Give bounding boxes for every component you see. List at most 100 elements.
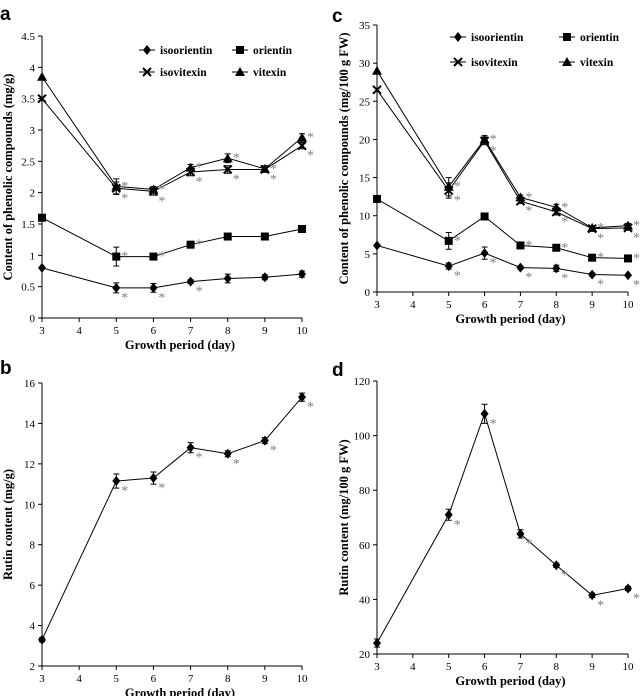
- legend-item-isovitexin: isovitexin: [450, 57, 518, 69]
- y-tick-label: 1.5: [21, 219, 35, 231]
- data-point-x: [37, 93, 47, 104]
- significance-star: *: [525, 271, 532, 286]
- data-point-diamond: [112, 282, 121, 293]
- significance-star: *: [597, 251, 604, 266]
- y-tick-label: 80: [359, 485, 371, 497]
- y-tick-label: 16: [24, 378, 36, 390]
- y-tick-label: 100: [354, 431, 371, 443]
- legend: isoorientin orientin isovitexin vitexin: [139, 45, 293, 79]
- series-line-rutin: [41, 396, 303, 640]
- y-axis-title: Content of phenolic compounds (mg/g): [1, 74, 15, 281]
- y-tick-label: 20: [359, 134, 371, 146]
- legend-item-orientin: orientin: [559, 32, 620, 44]
- significance-star: *: [454, 234, 461, 249]
- series-rutin: * * * * * *: [373, 403, 640, 649]
- y-tick-label: 35: [359, 20, 371, 32]
- x-tick-label: 10: [623, 299, 635, 311]
- data-point-diamond: [624, 270, 632, 281]
- x-tick-label: 4: [76, 325, 82, 337]
- x-tick-label: 6: [151, 673, 157, 685]
- series-isoorientin: * * * * * *: [373, 240, 640, 293]
- significance-star: *: [633, 219, 640, 234]
- x-tick-label: 9: [589, 299, 595, 311]
- series-line-rutin: [376, 412, 629, 644]
- significance-star: *: [561, 241, 568, 256]
- legend-item-isoorientin: isoorientin: [139, 45, 213, 57]
- data-point-diamond: [223, 273, 232, 284]
- data-point-diamond: [444, 509, 453, 520]
- data-point-diamond: [373, 240, 381, 251]
- data-point-diamond: [552, 560, 561, 571]
- legend-label: orientin: [253, 45, 293, 57]
- y-tick-label: 0: [365, 287, 371, 299]
- significance-star: *: [196, 161, 203, 176]
- data-point-diamond: [298, 269, 306, 280]
- significance-star: *: [158, 194, 165, 209]
- data-point-x: [223, 164, 233, 175]
- y-tick-label: 15: [359, 173, 371, 185]
- x-tick-label: 8: [225, 325, 231, 337]
- panel-letter: c: [332, 6, 343, 27]
- data-point-square: [223, 232, 232, 241]
- legend-label: isoorientin: [160, 45, 213, 57]
- data-point-square: [588, 253, 597, 262]
- x-tick-label: 8: [554, 661, 560, 673]
- panel-letter: d: [332, 360, 344, 381]
- significance-star: *: [196, 285, 203, 300]
- significance-star: *: [597, 277, 604, 292]
- data-point-square: [516, 241, 525, 250]
- data-point-diamond: [552, 263, 561, 274]
- legend-label: isovitexin: [160, 67, 207, 79]
- legend-marker-square: [236, 46, 244, 54]
- y-tick-label: 0: [30, 313, 36, 325]
- x-tick-label: 6: [482, 661, 488, 673]
- series-orientin: * * *: [38, 213, 306, 267]
- data-point-diamond: [186, 442, 195, 453]
- data-point-diamond: [38, 262, 46, 273]
- data-point-triangle: [515, 192, 526, 202]
- x-axis-title: Growth period (day): [125, 338, 235, 352]
- significance-star: *: [158, 291, 165, 306]
- significance-star: *: [633, 278, 640, 293]
- significance-star: *: [525, 537, 532, 552]
- y-tick-label: 20: [359, 649, 371, 661]
- series-isoorientin: * * *: [38, 262, 306, 306]
- data-point-square: [186, 240, 195, 249]
- series-line-vitexin: [376, 70, 629, 229]
- y-tick-label: 4: [30, 62, 36, 74]
- significance-star: *: [490, 417, 497, 432]
- significance-star: *: [270, 162, 277, 177]
- legend-marker-square: [563, 33, 571, 41]
- data-point-diamond: [260, 435, 269, 446]
- significance-star: *: [233, 172, 240, 187]
- x-tick-label: 5: [114, 325, 120, 337]
- x-tick-label: 4: [410, 299, 416, 311]
- significance-star: *: [307, 131, 314, 146]
- significance-star: *: [121, 484, 128, 499]
- x-tick-label: 7: [518, 661, 524, 673]
- data-point-square: [373, 194, 381, 203]
- chart-panel-c: c 0 5 10 15 20 25 30 35 3 4 5 6 7 8 9 10 Growth period (d…: [332, 6, 640, 326]
- significance-star: *: [525, 238, 532, 253]
- x-tick-label: 4: [410, 661, 416, 673]
- significance-star: *: [597, 221, 604, 236]
- data-point-square: [38, 213, 46, 222]
- series-orientin: * * * * *: [373, 194, 640, 266]
- legend-marker-diamond: [143, 45, 151, 55]
- legend-item-isovitexin: isovitexin: [139, 67, 207, 79]
- x-tick-label: 4: [76, 673, 82, 685]
- significance-star: *: [633, 591, 640, 606]
- data-point-diamond: [373, 638, 381, 649]
- y-axis-title: Rutin content (mg/g): [1, 469, 15, 580]
- significance-star: *: [454, 269, 461, 284]
- significance-star: *: [270, 172, 277, 187]
- y-tick-label: 12: [24, 459, 35, 471]
- x-tick-label: 5: [446, 661, 452, 673]
- significance-star: *: [561, 271, 568, 286]
- significance-star: *: [307, 149, 314, 164]
- legend-label: vitexin: [253, 67, 287, 79]
- x-tick-label: 7: [188, 325, 194, 337]
- data-point-square: [260, 232, 269, 241]
- data-point-triangle: [623, 220, 633, 230]
- data-point-diamond: [588, 269, 597, 280]
